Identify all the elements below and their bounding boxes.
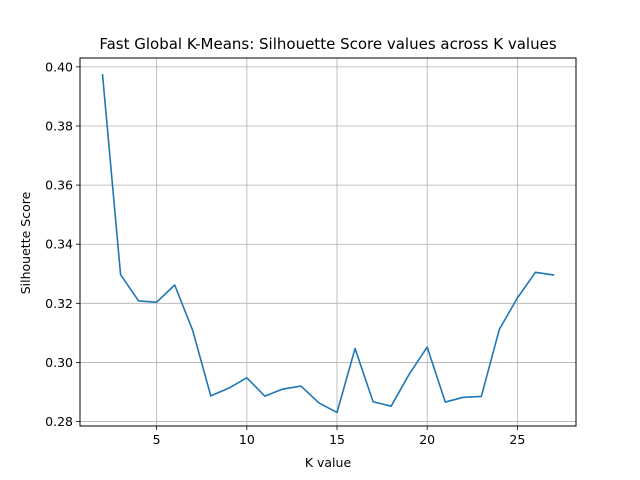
y-axis-label: Silhouette Score bbox=[18, 191, 33, 294]
y-tick-label: 0.38 bbox=[45, 118, 73, 133]
y-tick-label: 0.40 bbox=[45, 59, 73, 74]
x-tick-label: 15 bbox=[329, 432, 345, 447]
series-line-layer bbox=[101, 73, 555, 414]
x-axis-label: K value bbox=[305, 455, 352, 470]
plot-area-frame bbox=[79, 57, 577, 427]
y-tick-label: 0.34 bbox=[45, 237, 73, 252]
x-tick-label: 5 bbox=[153, 432, 161, 447]
grid-lines bbox=[80, 58, 576, 426]
axis-ticks: 5 10 15 20 25 0.28 0.30 0.32 0.34 0.36 0.38 0.40 bbox=[45, 59, 525, 447]
y-tick-label: 0.30 bbox=[45, 355, 73, 370]
series-line bbox=[101, 73, 555, 414]
y-tick-label: 0.36 bbox=[45, 178, 73, 193]
x-tick-label: 25 bbox=[509, 432, 525, 447]
chart-title: Fast Global K-Means: Silhouette Score va… bbox=[99, 35, 557, 53]
y-tick-label: 0.28 bbox=[45, 414, 73, 429]
x-tick-label: 20 bbox=[419, 432, 435, 447]
y-tick-label: 0.32 bbox=[45, 296, 73, 311]
x-tick-label: 10 bbox=[239, 432, 255, 447]
